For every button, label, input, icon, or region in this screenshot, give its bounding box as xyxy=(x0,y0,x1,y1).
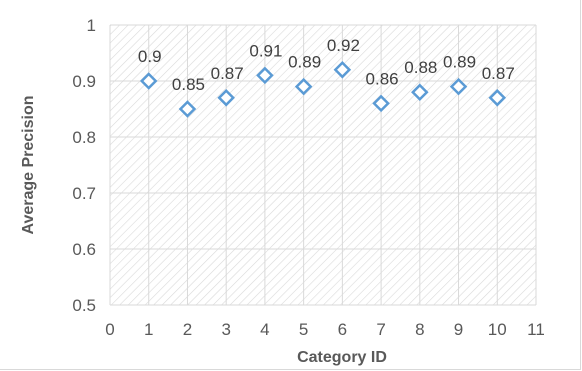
data-point xyxy=(333,61,352,79)
data-point xyxy=(139,72,158,90)
data-labels: 0.9 0.85 0.87 0.91 0.89 0.92 0.86 0.88 0.89 0.87 xyxy=(138,36,515,94)
x-tick-label: 7 xyxy=(376,320,385,339)
data-point xyxy=(372,94,390,113)
y-tick-label: 1 xyxy=(87,16,96,35)
data-label: 0.89 xyxy=(288,53,321,72)
x-tick-label: 2 xyxy=(183,320,192,339)
y-tick-label: 0.6 xyxy=(72,240,96,259)
y-axis-title: Average Precision xyxy=(20,95,37,234)
data-label: 0.85 xyxy=(172,75,205,94)
y-tick-label: 0.5 xyxy=(72,296,96,315)
x-tick-label: 4 xyxy=(260,320,269,339)
data-point xyxy=(294,77,313,96)
y-axis-ticks: 0.5 0.6 0.7 0.8 0.9 1 xyxy=(72,16,96,315)
data-point xyxy=(217,89,235,107)
x-tick-label: 11 xyxy=(527,320,545,339)
data-label: 0.9 xyxy=(138,47,162,66)
data-label: 0.87 xyxy=(211,64,244,83)
x-tick-label: 0 xyxy=(105,320,114,339)
plot-area xyxy=(110,25,536,305)
x-tick-label: 3 xyxy=(221,320,230,339)
data-label: 0.91 xyxy=(249,41,282,60)
data-point xyxy=(256,66,274,85)
x-tick-label: 1 xyxy=(144,320,153,339)
y-tick-label: 0.9 xyxy=(72,72,96,91)
data-label: 0.86 xyxy=(366,69,399,88)
data-point xyxy=(449,77,468,96)
y-tick-label: 0.7 xyxy=(72,184,96,203)
x-axis-ticks: 0 1 2 3 4 5 6 7 8 9 10 11 xyxy=(105,320,545,339)
data-point xyxy=(488,89,507,107)
data-label: 0.89 xyxy=(443,53,476,72)
data-point xyxy=(178,100,197,118)
data-label: 0.87 xyxy=(482,64,515,83)
data-points xyxy=(139,61,507,118)
x-axis-title: Category ID xyxy=(297,349,387,366)
y-tick-label: 0.8 xyxy=(72,128,96,147)
x-tick-label: 8 xyxy=(415,320,424,339)
x-tick-label: 6 xyxy=(338,320,347,339)
x-tick-label: 5 xyxy=(299,320,308,339)
data-label: 0.88 xyxy=(404,58,437,77)
x-tick-label: 9 xyxy=(454,320,463,339)
x-tick-label: 10 xyxy=(488,320,507,339)
data-point xyxy=(411,83,429,101)
data-label: 0.92 xyxy=(327,36,360,55)
